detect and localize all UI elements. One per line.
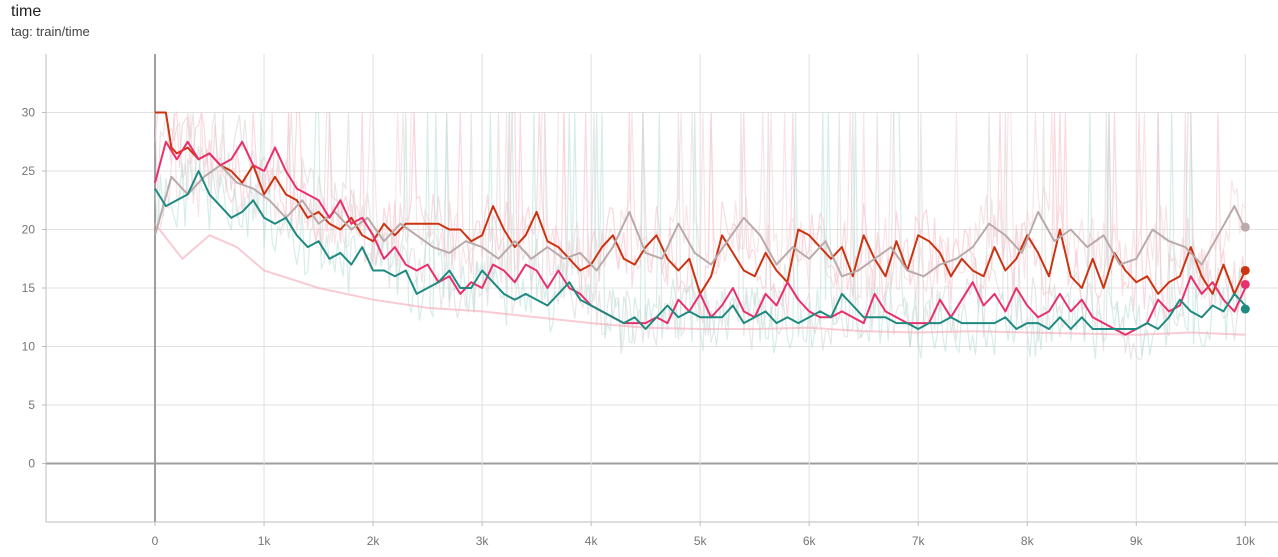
series-line bbox=[154, 164, 1247, 278]
y-tick-label: 25 bbox=[22, 164, 36, 178]
series-line bbox=[154, 140, 1247, 336]
x-tick-label: 10k bbox=[1236, 534, 1256, 548]
y-tick-label: 0 bbox=[28, 457, 35, 471]
series-end-marker bbox=[1240, 265, 1250, 275]
chart-tag: tag: train/time bbox=[11, 24, 90, 39]
end-markers-layer bbox=[1240, 222, 1250, 314]
smoothed-series-layer bbox=[154, 111, 1247, 336]
x-tick-label: 6k bbox=[803, 534, 817, 548]
raw-series-line bbox=[154, 111, 1246, 361]
x-tick-label: 0 bbox=[152, 534, 159, 548]
raw-series-line bbox=[154, 111, 1246, 303]
y-tick-label: 5 bbox=[28, 398, 35, 412]
y-tick-label: 15 bbox=[22, 281, 36, 295]
x-tick-label: 5k bbox=[694, 534, 708, 548]
series-end-marker bbox=[1240, 304, 1250, 314]
x-tick-label: 1k bbox=[258, 534, 272, 548]
y-tick-label: 30 bbox=[22, 106, 36, 120]
x-tick-label: 4k bbox=[585, 534, 599, 548]
series-end-marker bbox=[1240, 222, 1250, 232]
x-tick-label: 7k bbox=[912, 534, 926, 548]
axes-layer: 0 5 10 15 20 25 30 0 1k 2k 3k 4k 5k 6k 7k 8k 9k 10k bbox=[22, 54, 1278, 548]
series-line bbox=[154, 170, 1247, 330]
x-tick-label: 9k bbox=[1130, 534, 1144, 548]
x-tick-label: 2k bbox=[367, 534, 381, 548]
grid-lines bbox=[46, 54, 1278, 522]
series-line bbox=[155, 111, 1247, 295]
raw-series-layer bbox=[154, 110, 1246, 361]
x-tick-label: 8k bbox=[1021, 534, 1035, 548]
y-tick-label: 10 bbox=[22, 340, 36, 354]
chart-title: time bbox=[11, 3, 42, 20]
y-tick-label: 20 bbox=[22, 223, 36, 237]
series-end-marker bbox=[1240, 279, 1250, 289]
x-tick-label: 3k bbox=[476, 534, 490, 548]
